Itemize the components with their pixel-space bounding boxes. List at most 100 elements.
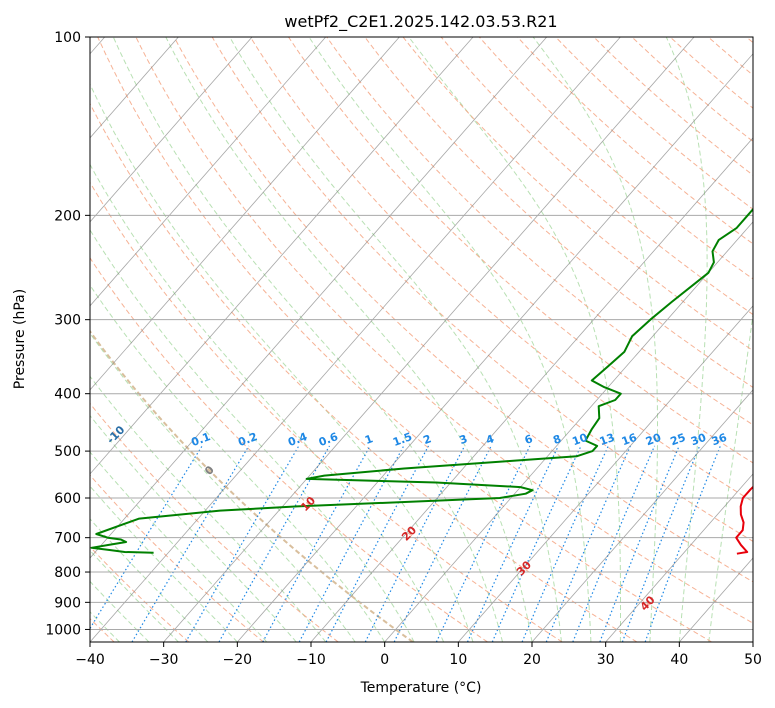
isotherm-line — [90, 37, 327, 307]
x-tick-label: 30 — [597, 652, 615, 668]
isotherm-line — [237, 53, 753, 642]
mixing-ratio-label: 13 — [598, 431, 617, 448]
dry-adiabat-line — [364, 37, 753, 388]
mixing-ratio-line — [262, 445, 371, 642]
mixing-ratio-lines — [90, 445, 721, 642]
dry-adiabat-line — [173, 37, 753, 583]
isotherm-line — [90, 37, 621, 642]
line-labels: -100-90-80-70-60-50-40-30-20-10010203040… — [104, 423, 729, 613]
profile-series — [90, 207, 753, 555]
y-tick-label: 400 — [54, 387, 81, 403]
x-tick-label: 50 — [744, 652, 762, 668]
moist-adiabat-line — [90, 163, 445, 642]
dry-adiabat-line — [135, 37, 753, 624]
isotherm-line — [310, 137, 753, 642]
dry-adiabat-line — [555, 37, 753, 210]
isotherm-line — [531, 389, 753, 642]
dry-adiabat-line — [97, 37, 712, 642]
moist-adiabat-line — [90, 284, 386, 642]
dry-adiabat-line — [90, 329, 414, 642]
x-tick-label: 40 — [670, 652, 688, 668]
moist-adiabat-line — [532, 37, 658, 642]
y-tick-label: 700 — [54, 531, 81, 547]
isotherm-line — [384, 221, 753, 642]
isobars — [90, 37, 753, 630]
y-tick-label: 1000 — [45, 622, 81, 638]
dry-adiabat-line — [90, 102, 638, 642]
dry-adiabats — [90, 37, 753, 642]
mixing-ratio-line — [572, 445, 656, 642]
mixing-ratio-label: 0.1 — [190, 430, 213, 449]
moist-adiabat-line — [229, 37, 562, 642]
dry-adiabat-line — [517, 37, 753, 245]
moist-adiabat-line — [90, 414, 297, 642]
isotherm-line — [90, 37, 548, 559]
isotherm-line — [163, 37, 695, 642]
moist-adiabat-line — [112, 37, 503, 642]
moist-adiabat-line — [90, 83, 474, 642]
mixing-ratio-label: 6 — [523, 432, 535, 447]
x-tick-label: 10 — [449, 652, 467, 668]
dry-adiabat-line — [593, 37, 753, 176]
x-tick-label: −30 — [149, 652, 179, 668]
mixing-ratio-line — [435, 445, 531, 642]
mixing-ratio-line — [644, 445, 721, 642]
isotherm-line — [90, 37, 253, 223]
moist-adiabat-line — [90, 375, 327, 642]
moist-adiabats — [90, 37, 753, 642]
mixing-ratio-label: 25 — [669, 431, 688, 448]
mixing-ratio-label: 0.4 — [286, 430, 309, 449]
mixing-ratio-line — [364, 445, 466, 642]
mixing-ratio-line — [621, 445, 701, 642]
isotherm-line — [605, 473, 753, 642]
mixing-ratio-label: 1.5 — [391, 430, 414, 449]
x-tick-label: −10 — [296, 652, 326, 668]
moist-adiabat-line — [90, 451, 268, 642]
mixing-ratio-label: 36 — [710, 431, 729, 449]
profile-line — [90, 207, 753, 554]
dry-adiabat-line — [402, 37, 753, 352]
y-tick-label: 200 — [54, 208, 81, 224]
mixing-ratio-line — [218, 445, 331, 642]
y-axis-ticks: 100 200 300 400 500 600 700 800 900 1000 — [45, 30, 90, 638]
mixing-ratio-label: 2 — [421, 432, 433, 447]
moist-adiabat-line — [408, 37, 621, 642]
mixing-ratio-line — [393, 445, 492, 642]
mixing-ratio-label: 10 — [570, 431, 589, 449]
isotherm-line — [458, 305, 753, 642]
plot-area: -100-90-80-70-60-50-40-30-20-10010203040… — [90, 37, 753, 642]
moist-adiabat-line — [90, 549, 179, 642]
mixing-ratio-label: 16 — [620, 431, 639, 449]
mixing-ratio-line — [599, 445, 680, 642]
mixing-ratio-label: 3 — [458, 432, 470, 447]
mixing-ratio-label: 0.6 — [317, 430, 340, 449]
mixing-ratio-label: 0.2 — [236, 430, 259, 449]
isotherms — [90, 37, 753, 642]
mixing-ratio-line — [298, 445, 405, 642]
y-tick-label: 800 — [54, 565, 81, 581]
mixing-ratio-label: 20 — [644, 431, 663, 449]
dry-adiabat-line — [90, 402, 339, 642]
isotherm-line — [90, 37, 474, 475]
y-tick-label: 600 — [54, 491, 81, 507]
dry-adiabat-line — [90, 256, 488, 642]
dry-adiabat-line — [440, 37, 753, 316]
isotherm-line — [90, 37, 400, 391]
chart-title: wetPf2_C2E1.2025.142.03.53.R21 — [284, 12, 557, 32]
x-axis-ticks: −40 −30 −20 −10 0 10 20 30 40 50 — [75, 642, 762, 668]
mixing-ratio-label: 30 — [689, 431, 708, 449]
dry-adiabat-line — [249, 37, 753, 503]
x-tick-label: −40 — [75, 652, 105, 668]
y-axis-label: Pressure (hPa) — [12, 289, 28, 389]
plot-frame — [89, 36, 754, 643]
mixing-ratio-line — [185, 445, 300, 642]
dry-adiabat-line — [478, 37, 753, 280]
x-tick-label: 0 — [380, 652, 389, 668]
y-tick-label: 500 — [54, 444, 81, 460]
x-tick-label: 20 — [523, 652, 541, 668]
moist-adiabat-line — [90, 518, 209, 642]
moist-adiabat-line — [308, 37, 592, 642]
x-tick-label: −20 — [223, 652, 253, 668]
y-tick-label: 900 — [54, 595, 81, 611]
